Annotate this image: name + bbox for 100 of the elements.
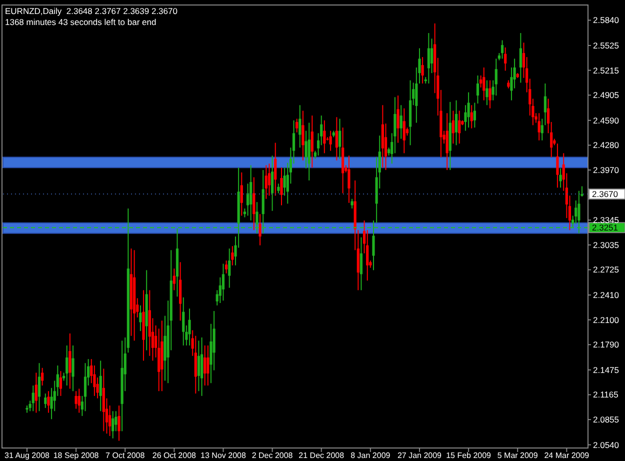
candlestick <box>204 344 206 386</box>
candlestick <box>222 263 225 302</box>
y-tick-label: 2.1165 <box>593 390 619 400</box>
y-tick-label: 2.1475 <box>593 364 620 375</box>
candlestick <box>68 332 72 390</box>
ref-line-label: 2.3251 <box>592 222 618 233</box>
candlestick <box>277 183 280 194</box>
candlestick <box>74 390 78 410</box>
candlestick <box>360 236 363 291</box>
candlestick <box>540 118 544 141</box>
candlestick <box>504 46 507 72</box>
candlestick <box>350 198 354 209</box>
candlestick <box>225 260 228 274</box>
text: 1368 minutes 43 seconds left to bar end <box>5 17 156 27</box>
candlestick <box>544 83 547 126</box>
chart-title: EURNZD,Daily 2.3648 2.3767 2.3639 2.3670 <box>5 6 178 16</box>
x-tick-label: 5 Mar 2009 <box>497 451 538 460</box>
candlestick <box>206 344 210 386</box>
candlestick <box>519 32 522 84</box>
candlestick <box>252 176 256 231</box>
candlestick <box>118 405 120 442</box>
y-tick-label: 2.4905 <box>593 90 620 100</box>
candlestick <box>274 142 277 196</box>
candlestick <box>396 95 400 144</box>
x-tick-label: 31 Aug 2008 <box>4 451 50 460</box>
candlestick <box>240 172 243 216</box>
candlestick <box>427 32 430 84</box>
candlestick <box>452 110 455 144</box>
candlestick <box>310 115 314 168</box>
candlestick <box>188 308 191 346</box>
candlestick <box>228 248 231 288</box>
candlestick <box>446 112 448 171</box>
candlestick <box>486 80 488 106</box>
y-tick-label: 2.5525 <box>593 40 620 50</box>
candlestick <box>329 130 332 152</box>
y-tick-label: 2.4280 <box>593 140 620 150</box>
x-tick-label: 7 Oct 2008 <box>106 451 146 460</box>
candlestick <box>84 362 87 412</box>
candlestick <box>271 155 274 212</box>
y-tick-label: 2.1790 <box>593 340 620 350</box>
candlestick <box>430 38 434 74</box>
candlestick <box>559 168 562 188</box>
candlestick <box>256 202 258 234</box>
candlestick <box>488 80 492 109</box>
x-tick-label: 27 Jan 2009 <box>397 451 442 460</box>
candlestick <box>298 104 302 148</box>
x-tick-label: 2 Dec 2008 <box>252 451 294 460</box>
candlestick <box>421 56 424 84</box>
candlestick <box>32 385 34 412</box>
ref-line-label: 2.3670 <box>592 189 618 200</box>
candlestick <box>304 130 308 169</box>
y-tick-label: 2.3345 <box>593 215 620 226</box>
candlestick <box>250 164 252 221</box>
candlestick <box>280 167 283 206</box>
x-tick-label: 26 Oct 2008 <box>152 451 197 460</box>
y-tick-label: 2.5840 <box>593 15 620 26</box>
y-tick-label: 2.5215 <box>593 65 620 76</box>
candlestick <box>47 390 50 414</box>
y-tick-label: 2.0540 <box>593 440 620 450</box>
candlestick <box>34 372 38 414</box>
candlestick <box>323 120 326 154</box>
candlestick <box>372 220 375 271</box>
candlestick <box>139 304 142 332</box>
candlestick <box>78 388 80 414</box>
candlestick <box>348 155 350 204</box>
candlestick <box>72 344 74 392</box>
candlestick <box>476 74 480 104</box>
candlestick <box>264 164 268 200</box>
candlestick <box>402 108 406 154</box>
y-tick-label: 2.2410 <box>593 290 620 300</box>
candlestick <box>335 116 338 161</box>
y-tick-label: 2.3035 <box>593 240 620 250</box>
candlestick <box>473 102 476 128</box>
x-tick-label: 15 Feb 2009 <box>446 451 492 460</box>
candlestick <box>44 393 47 408</box>
candlestick <box>458 110 461 144</box>
candlestick <box>197 340 200 392</box>
candlestick <box>556 143 559 188</box>
candlestick <box>283 167 286 196</box>
x-tick-label: 13 Nov 2008 <box>200 451 246 460</box>
candlestick <box>268 163 271 196</box>
candlestick <box>258 214 262 246</box>
candlestick <box>574 200 578 224</box>
y-tick-label: 2.0855 <box>593 414 620 425</box>
candlestick <box>454 100 458 146</box>
candlestick <box>500 40 504 60</box>
candlestick <box>480 74 482 88</box>
y-tick-label: 2.3970 <box>593 165 620 175</box>
x-tick-label: 24 Mar 2009 <box>544 451 590 460</box>
candlestick <box>400 104 402 140</box>
y-tick-label: 2.4590 <box>593 115 620 126</box>
candlestick <box>59 370 62 396</box>
candlestick <box>338 118 342 160</box>
x-tick-label: 21 Dec 2008 <box>298 451 345 460</box>
candlestick <box>302 110 304 161</box>
candlestick <box>470 104 473 129</box>
candlestick <box>99 360 102 412</box>
candlestick <box>182 296 185 346</box>
y-tick-label: 2.2100 <box>593 314 620 325</box>
y-tick-label: 2.2725 <box>593 264 620 275</box>
